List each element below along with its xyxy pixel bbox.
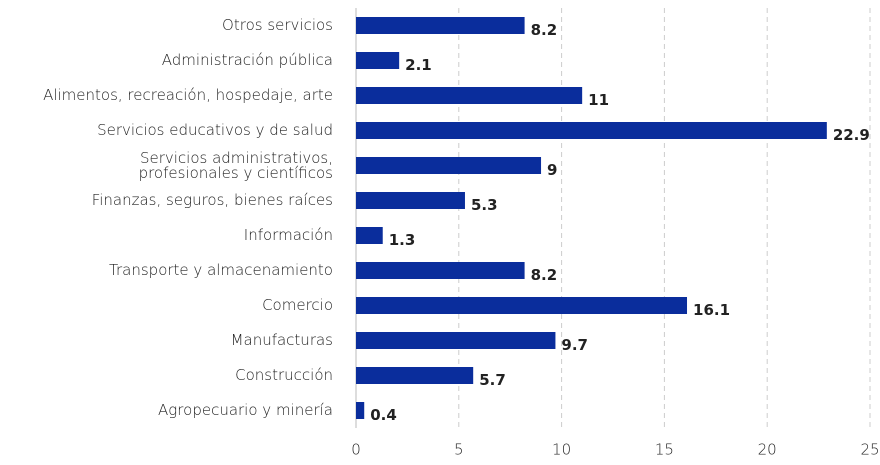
category-label: Finanzas, seguros, bienes raíces: [92, 191, 333, 209]
category-label: Manufacturas: [231, 331, 333, 349]
category-label: Información: [244, 226, 333, 244]
bar: [356, 402, 365, 419]
category-label: Alimentos, recreación, hospedaje, arte: [43, 86, 333, 104]
value-label: 8.2: [531, 21, 558, 39]
bar: [356, 122, 827, 139]
x-tick-label: 5: [454, 441, 464, 459]
bar: [356, 87, 583, 104]
category-label: Agropecuario y minería: [158, 401, 333, 419]
category-label: Servicios administrativos, profesionales …: [139, 149, 333, 182]
value-label: 9.7: [561, 336, 588, 354]
category-label: Transporte y almacenamiento: [109, 261, 333, 279]
value-label: 22.9: [833, 126, 870, 144]
value-label: 0.4: [370, 406, 397, 424]
x-tick-label: 15: [655, 441, 674, 459]
bar: [356, 192, 465, 209]
value-label: 16.1: [693, 301, 730, 319]
category-label: Comercio: [262, 296, 333, 314]
value-label: 8.2: [531, 266, 558, 284]
value-label: 11: [588, 91, 609, 109]
x-tick-label: 0: [351, 441, 361, 459]
value-label: 9: [547, 161, 557, 179]
category-label: Otros servicios: [222, 16, 333, 34]
x-tick-label: 25: [860, 441, 879, 459]
category-label: Construcción: [235, 366, 333, 384]
bar: [356, 332, 556, 349]
bar: [356, 367, 474, 384]
category-label: Administración pública: [162, 51, 333, 69]
value-label: 5.3: [471, 196, 498, 214]
value-label: 2.1: [405, 56, 432, 74]
x-tick-label: 10: [552, 441, 571, 459]
bar: [356, 262, 525, 279]
bar: [356, 297, 688, 314]
bar: [356, 52, 400, 69]
category-label: Servicios educativos y de salud: [97, 121, 333, 139]
bar: [356, 17, 525, 34]
x-tick-label: 20: [758, 441, 777, 459]
value-label: 5.7: [479, 371, 506, 389]
bar: [356, 157, 542, 174]
bar: [356, 227, 383, 244]
value-label: 1.3: [389, 231, 416, 249]
